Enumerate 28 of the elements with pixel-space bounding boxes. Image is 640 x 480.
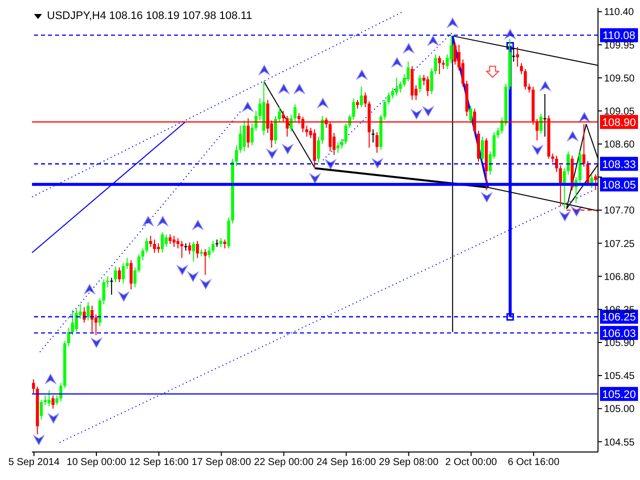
- ref-line-label: 106.03: [602, 328, 636, 340]
- x-tick-label: 2 Oct 00:00: [445, 457, 498, 468]
- y-tick-label: 105.00: [604, 404, 636, 416]
- ref-line-label: 110.08: [602, 30, 636, 42]
- ref-line-label: 108.33: [602, 158, 636, 171]
- y-tick-label: 105.45: [604, 371, 636, 382]
- y-tick-label: 108.60: [604, 140, 636, 151]
- y-tick-label: 109.50: [604, 73, 636, 84]
- ref-line-label: 108.05: [602, 179, 636, 192]
- x-tick-label: 6 Oct 16:00: [508, 457, 560, 468]
- x-tick-label: 29 Sep 08:00: [378, 457, 439, 468]
- x-tick-label: 22 Sep 00:00: [254, 457, 314, 468]
- ref-line-label: 108.90: [602, 116, 636, 129]
- y-tick-label: 109.05: [604, 106, 636, 118]
- x-tick-label: 5 Sep 2014: [8, 457, 60, 468]
- x-tick-label: 24 Sep 16:00: [316, 457, 376, 468]
- y-tick-label: 105.90: [604, 338, 636, 350]
- x-tick-label: 12 Sep 16:00: [129, 457, 190, 468]
- x-tick-label: 17 Sep 08:00: [192, 457, 252, 468]
- chart-title: USDJPY,H4 108.16 108.19 107.98 108.11: [47, 10, 252, 22]
- ref-line-label: 105.20: [602, 388, 636, 401]
- y-tick-label: 109.95: [604, 40, 636, 52]
- x-tick-label: 10 Sep 00:00: [66, 457, 127, 468]
- y-tick-label: 106.80: [604, 272, 636, 283]
- y-tick-label: 107.25: [604, 238, 636, 250]
- y-tick-label: 107.70: [604, 206, 636, 217]
- y-tick-label: 110.40: [604, 7, 634, 18]
- y-tick-label: 104.55: [604, 437, 636, 448]
